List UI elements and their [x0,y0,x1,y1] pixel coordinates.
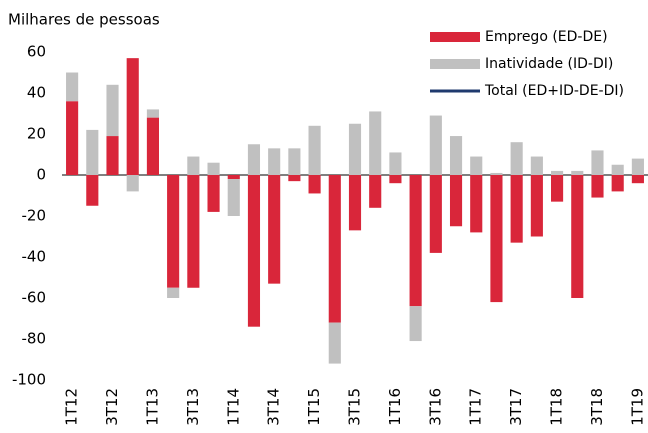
bar [66,72,79,102]
bar [288,148,301,175]
bar [551,175,564,202]
bar [167,287,180,298]
y-tick-label: -20 [22,207,47,225]
bar [470,156,483,175]
bar [146,117,159,175]
bar [328,175,341,323]
y-tick-label: -100 [12,371,46,389]
bar [106,84,119,137]
bar [490,175,503,303]
y-tick-label: 40 [27,84,46,102]
bar [268,175,281,284]
bar [449,175,463,227]
bar [611,164,624,175]
bar [288,175,301,182]
bar [268,148,281,175]
bar [591,150,604,175]
x-tick-label: 1T15 [305,388,323,426]
x-tick-label: 1T12 [63,388,81,426]
bar [247,144,261,175]
bar [348,175,362,231]
x-tick-label: 3T13 [184,388,202,426]
bar [348,123,362,175]
x-tick-label: 1T17 [467,388,485,426]
bar [510,175,523,243]
legend-label: Total (ED+ID-DE-DI) [484,83,624,99]
bar [571,175,584,298]
bar [429,115,442,175]
bar [389,152,402,175]
bar [631,175,644,184]
bar [530,156,543,175]
bar [591,175,604,198]
bar [126,175,139,192]
x-tick-label: 1T13 [143,388,161,426]
x-tick-label: 1T14 [224,388,242,426]
x-tick-label: 3T14 [265,388,283,426]
bar [429,175,442,253]
x-tick-label: 3T17 [507,388,525,426]
x-tick-label: 3T15 [346,388,364,426]
bar [106,136,119,175]
bar [328,322,341,364]
bar [490,172,503,175]
bar [308,125,321,175]
y-tick-label: 60 [27,43,46,61]
bar [631,158,644,175]
bar [470,175,483,233]
x-tick-label: 1T16 [386,388,404,426]
y-tick-label: 20 [27,125,46,143]
x-tick-label: 3T16 [426,388,444,426]
bar [551,170,564,175]
legend-label: Inatividade (ID-DI) [485,56,613,72]
bar [308,175,321,194]
y-tick-label: -80 [22,330,47,348]
x-tick-label: 3T12 [103,388,121,426]
bar [530,175,543,237]
x-tick-label: 1T19 [628,388,646,426]
bar [167,175,180,288]
bar [247,175,261,327]
bar [187,156,200,175]
bar [369,111,382,175]
bar [449,136,463,175]
legend-swatch [430,59,480,69]
y-tick-label: -40 [22,248,47,266]
bar [389,175,402,184]
bar [227,175,240,180]
bar [510,142,523,175]
bar [66,101,79,175]
bar [187,175,200,288]
chart-title: Milhares de pessoas [8,11,160,29]
bar [86,129,99,175]
bar [409,175,422,307]
x-tick-label: 1T18 [548,388,566,426]
bar [126,58,139,175]
bar [227,179,240,216]
bar [611,175,624,192]
y-tick-label: -60 [22,289,47,307]
bar [207,175,220,212]
y-tick-label: 0 [36,166,46,184]
bar [86,175,99,206]
x-tick-label: 3T18 [588,388,606,426]
bar [207,162,220,175]
bar [369,175,382,208]
legend-label: Emprego (ED-DE) [485,29,608,45]
bar [409,306,422,342]
legend-swatch [430,32,480,42]
bar [571,170,584,175]
bar [146,109,159,118]
